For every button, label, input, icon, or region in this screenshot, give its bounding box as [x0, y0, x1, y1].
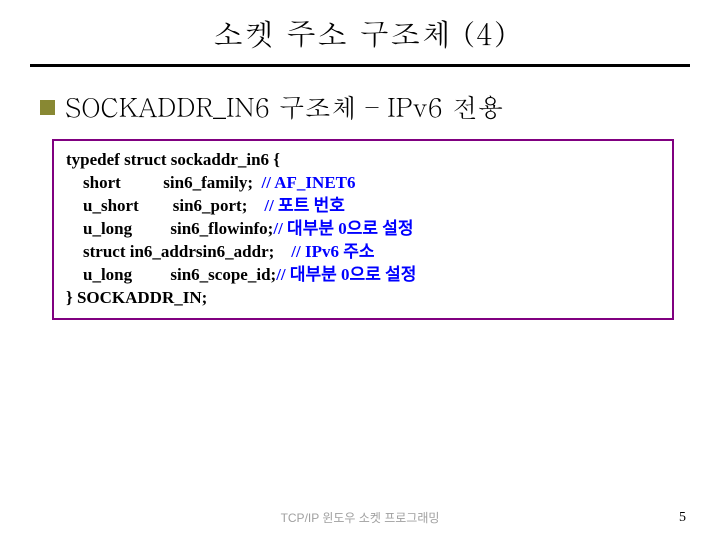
code-comment: // 대부분 0으로 설정 [276, 265, 416, 284]
code-field-line: struct in6_addrsin6_addr; // IPv6 주소 [66, 241, 660, 264]
code-type: struct in6_addr [66, 242, 196, 261]
code-block: typedef struct sockaddr_in6 { short sin6… [52, 139, 674, 320]
code-field-line: u_long sin6_flowinfo;// 대부분 0으로 설정 [66, 218, 660, 241]
code-close: } SOCKADDR_IN; [66, 287, 660, 310]
code-member: sin6_addr; [196, 242, 291, 261]
code-member: sin6_flowinfo; [170, 219, 273, 238]
code-member: sin6_scope_id; [170, 265, 276, 284]
title-underline [30, 64, 690, 67]
footer-text: TCP/IP 윈도우 소켓 프로그래밍 [0, 509, 720, 526]
subtitle-row: SOCKADDR_IN6 구조체 – IPv6 전용 [40, 89, 690, 125]
bullet-icon [40, 100, 55, 115]
code-comment: // IPv6 주소 [291, 242, 374, 261]
subtitle-text: SOCKADDR_IN6 구조체 – IPv6 전용 [65, 89, 504, 125]
slide-title: 소켓 주소 구조체 (4) [0, 12, 720, 54]
code-member: sin6_family; [163, 173, 261, 192]
code-member: sin6_port; [173, 196, 265, 215]
code-type: short [66, 173, 163, 192]
code-comment: // 포트 번호 [264, 196, 345, 215]
code-type: u_short [66, 196, 173, 215]
page-number: 5 [679, 510, 686, 526]
code-type: u_long [66, 219, 170, 238]
code-type: u_long [66, 265, 170, 284]
code-comment: // AF_INET6 [262, 173, 356, 192]
code-field-line: u_short sin6_port; // 포트 번호 [66, 195, 660, 218]
code-field-line: short sin6_family; // AF_INET6 [66, 172, 660, 195]
code-field-line: u_long sin6_scope_id;// 대부분 0으로 설정 [66, 264, 660, 287]
code-open: typedef struct sockaddr_in6 { [66, 149, 660, 172]
code-comment: // 대부분 0으로 설정 [273, 219, 413, 238]
